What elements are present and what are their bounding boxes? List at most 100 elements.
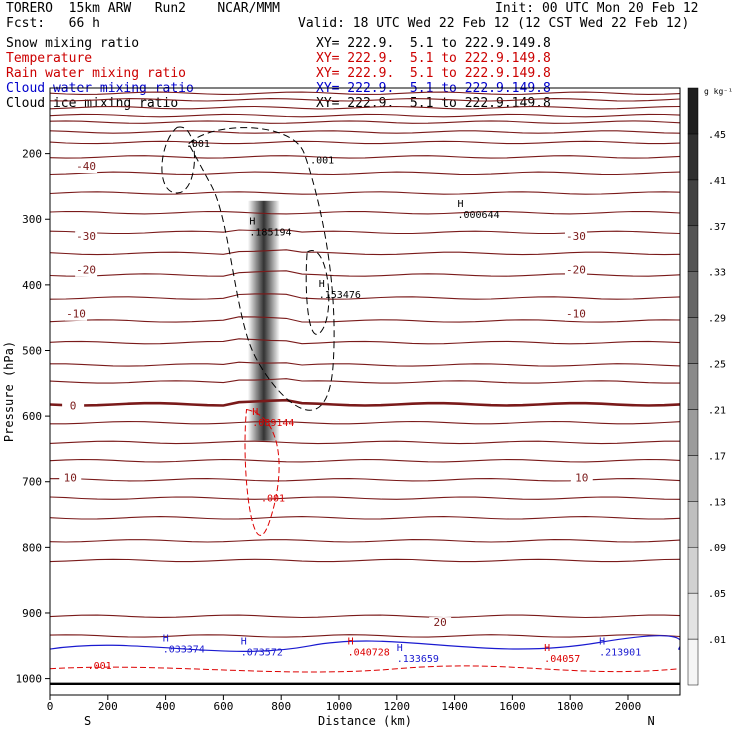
isotherm-line [50, 105, 680, 110]
isotherm-line [50, 634, 680, 638]
snow-label-marker: H [319, 279, 325, 290]
isotherm-line [50, 539, 680, 543]
x-tick-label: 1800 [557, 700, 584, 713]
rain-label-marker: H [348, 637, 354, 648]
colorbar-tick-label: .33 [708, 268, 726, 279]
colorbar-segment [687, 638, 699, 686]
temp-label-bg [564, 231, 587, 244]
colorbar-segment [687, 409, 699, 456]
colorbar-segment [687, 87, 699, 135]
colorbar-segment [687, 179, 699, 227]
cloud-water-label: .033374 [163, 644, 205, 655]
isotherm-line [50, 458, 680, 463]
colorbar-segment [687, 455, 699, 502]
temp-label-bg [570, 472, 593, 485]
legend-field-name: Temperature [6, 51, 93, 66]
temp-label: -40 [76, 160, 96, 173]
isotherm-line [50, 113, 680, 118]
isotherm-line [50, 140, 680, 145]
isotherm-line [50, 249, 680, 256]
isotherm-line [50, 191, 680, 195]
colorbar-tick-label: .05 [708, 589, 726, 600]
isotherm-line [50, 361, 680, 367]
temp-label-bg [65, 308, 88, 321]
colorbar-segment [687, 271, 699, 318]
temp-label: -20 [566, 264, 586, 277]
colorbar-tick-label: .01 [708, 635, 726, 646]
snow-label: .000644 [457, 210, 499, 221]
legend-field-xy: XY= 222.9. 5.1 to 222.9.149.8 [316, 66, 551, 81]
rain-label: .001 [88, 661, 112, 672]
rain-label-marker: H [544, 643, 550, 654]
isotherm-line [50, 171, 680, 176]
x-tick-label: 0 [47, 700, 54, 713]
temp-label: -30 [566, 230, 586, 243]
colorbar-segment [687, 133, 699, 181]
colorbar-tick-label: .29 [708, 314, 726, 325]
rain-label: .040728 [348, 648, 390, 659]
isotherm-line [50, 120, 680, 124]
isotherm-line [50, 130, 680, 134]
x-axis-label: Distance (km) [318, 714, 412, 728]
cloud-water-label: .073572 [241, 648, 283, 659]
temp-label: -10 [66, 308, 86, 321]
cloud-water-label-marker: H [163, 633, 169, 644]
colorbar-tick-label: .13 [708, 497, 726, 508]
y-axis-label: Pressure (hPa) [2, 341, 16, 442]
legend-field-xy: XY= 222.9. 5.1 to 222.9.149.8 [316, 36, 551, 51]
isotherm-line [50, 558, 680, 563]
isotherm-line [50, 378, 680, 384]
rain-contour [50, 665, 680, 673]
cloud-water-label: .213901 [599, 648, 641, 659]
cloud-water-label-marker: H [599, 637, 605, 648]
init-time: Init: 00 UTC Mon 20 Feb 12 [495, 1, 699, 16]
x-tick-label: 1000 [326, 700, 353, 713]
colorbar-segment [687, 546, 699, 594]
temp-label-bg [75, 231, 98, 244]
temp-label-bg [75, 161, 98, 174]
colorbar-segment [687, 317, 699, 364]
temp-label: -30 [76, 230, 96, 243]
colorbar-segment [687, 363, 699, 410]
y-tick-label: 800 [22, 541, 42, 554]
cloud-water-label-marker: H [241, 637, 247, 648]
x-tick-label: 1600 [499, 700, 526, 713]
colorbar-tick-label: .37 [708, 222, 726, 233]
rain-label: .089144 [252, 418, 294, 429]
legend-field-name: Snow mixing ratio [6, 36, 140, 51]
temp-label-bg [59, 472, 82, 485]
isotherm-line [50, 293, 680, 300]
valid-time: Valid: 18 UTC Wed 22 Feb 12 (12 CST Wed … [298, 16, 690, 31]
isotherm-line [50, 614, 680, 619]
cloud-water-label-marker: H [397, 643, 403, 654]
colorbar-tick-label: .25 [708, 360, 726, 371]
plot-frame [49, 87, 681, 696]
rain-label: .001 [261, 493, 285, 504]
legend-field-name: Rain water mixing ratio [6, 66, 187, 81]
rain-contour [244, 408, 280, 536]
isotherm-line [50, 210, 680, 215]
forecast-hour: Fcst: 66 h [6, 16, 100, 31]
colorbar-tick-label: .21 [708, 405, 726, 416]
x-tick-label: 200 [98, 700, 118, 713]
isotherm-line [50, 155, 680, 159]
legend-field-xy: XY= 222.9. 5.1 to 222.9.149.8 [316, 51, 551, 66]
x-tick-label: 2000 [615, 700, 642, 713]
temp-label-bg [62, 400, 85, 413]
section-start-label: S [84, 714, 91, 728]
rain-label: .04057 [544, 654, 580, 665]
isotherm-line [50, 496, 680, 500]
isotherm-line [50, 98, 680, 102]
colorbar-segment [687, 501, 699, 548]
colorbar-segment [687, 592, 699, 640]
temp-label: 10 [64, 472, 77, 485]
temp-label-bg [564, 308, 587, 321]
section-end-label: N [647, 714, 654, 728]
colorbar-tick-label: .17 [708, 451, 726, 462]
y-tick-label: 1000 [16, 673, 43, 686]
snow-label-marker: H [457, 199, 463, 210]
temp-label: -10 [566, 308, 586, 321]
colorbar-tick-label: .45 [708, 130, 726, 141]
y-tick-label: 900 [22, 607, 42, 620]
temp-label: -20 [76, 264, 96, 277]
